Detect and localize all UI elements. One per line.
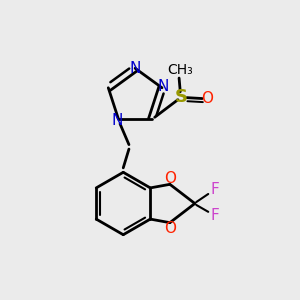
Text: S: S xyxy=(175,88,188,106)
Text: O: O xyxy=(164,220,176,236)
Text: N: N xyxy=(111,113,123,128)
Text: O: O xyxy=(164,172,176,187)
Text: F: F xyxy=(210,182,219,197)
Text: N: N xyxy=(130,61,141,76)
Text: CH₃: CH₃ xyxy=(168,63,194,77)
Text: O: O xyxy=(201,91,213,106)
Text: F: F xyxy=(210,208,219,224)
Text: N: N xyxy=(158,79,169,94)
